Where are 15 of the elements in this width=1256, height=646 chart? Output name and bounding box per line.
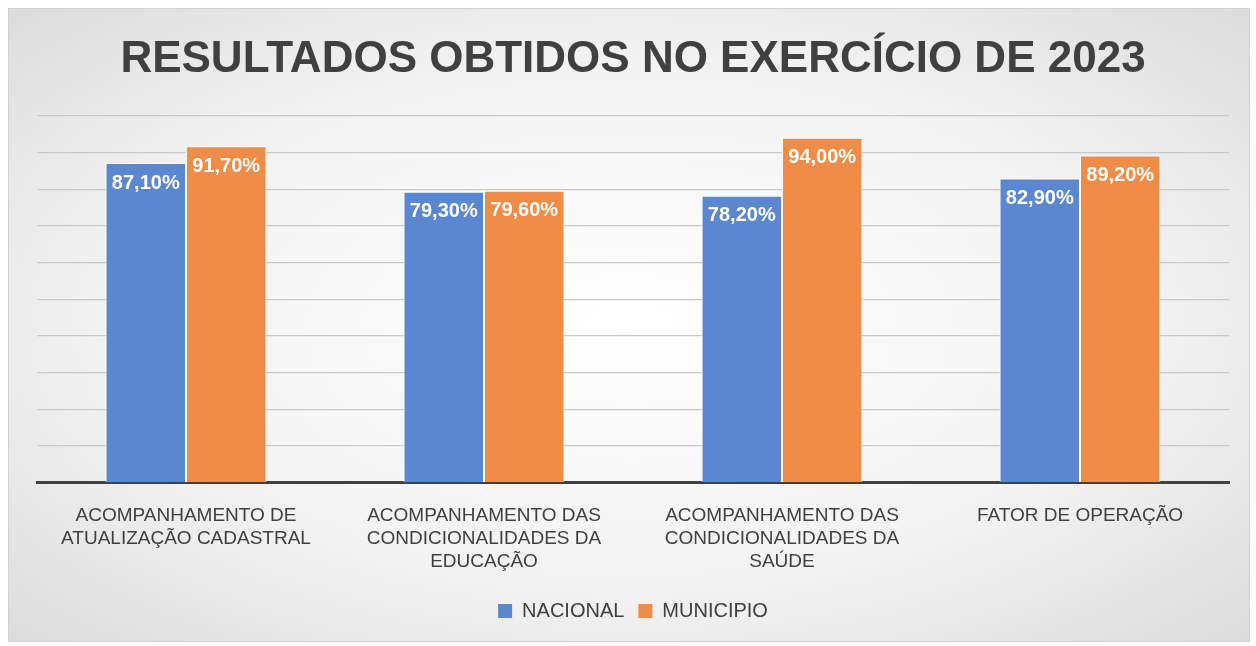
x-tick-label: ACOMPANHAMENTO DAS CONDICIONALIDADES DA SAÚDE [664, 504, 900, 571]
data-label: 78,20% [707, 203, 776, 226]
data-label: 79,60% [490, 198, 559, 221]
data-label: 87,10% [111, 170, 180, 193]
legend-label: MUNICIPIO [662, 598, 768, 621]
legend-label: NACIONAL [522, 598, 625, 621]
chart-title: RESULTADOS OBTIDOS NO EXERCÍCIO DE 2023 [120, 31, 1146, 81]
x-tick-label: FATOR DE OPERAÇÃO [976, 504, 1184, 526]
x-tick-label: ACOMPANHAMENTO DAS CONDICIONALIDADES DA EDUCAÇÃO [366, 504, 602, 571]
data-label: 82,90% [1005, 186, 1074, 209]
x-tick-label: ACOMPANHAMENTO DE ATUALIZAÇÃO CADASTRAL [61, 504, 311, 549]
data-label: 94,00% [788, 145, 857, 168]
data-label: 79,30% [409, 199, 478, 222]
data-label: 89,20% [1086, 162, 1155, 185]
data-label: 91,70% [192, 153, 261, 176]
